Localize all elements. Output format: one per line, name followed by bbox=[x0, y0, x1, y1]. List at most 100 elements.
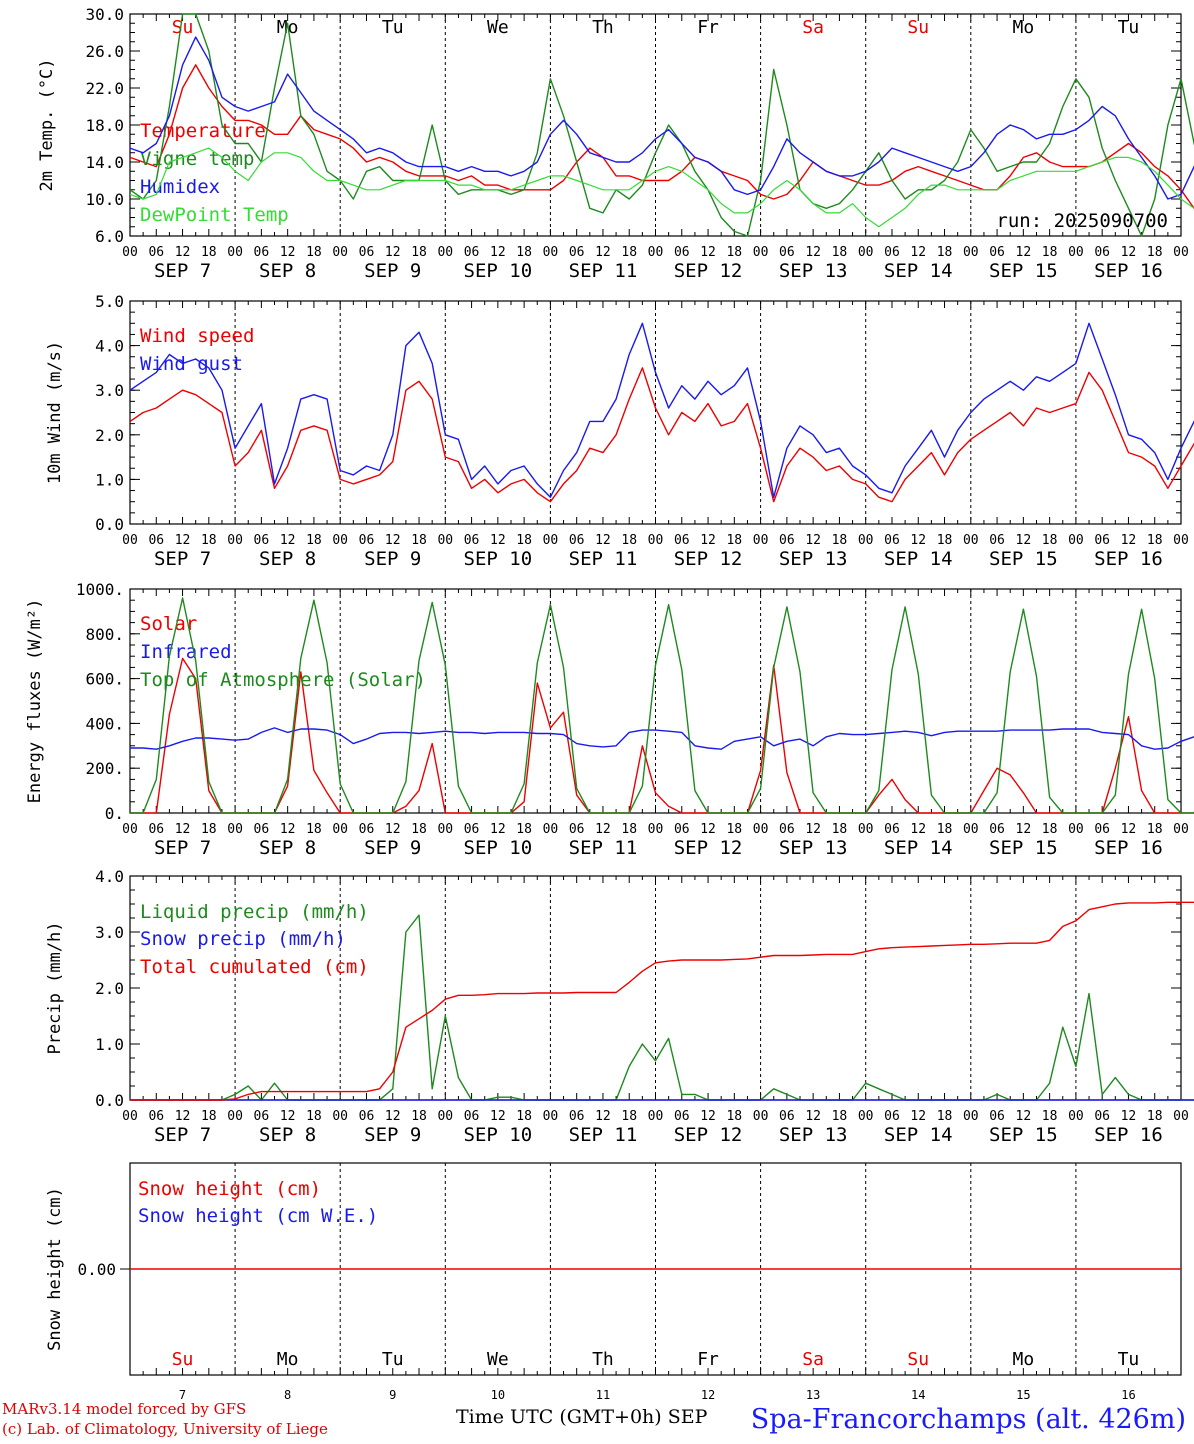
hour-tick-label: 00 bbox=[753, 1109, 769, 1124]
legend-entry: Top of Atmosphere (Solar) bbox=[140, 669, 426, 691]
y-tick-label: 6.0 bbox=[95, 227, 124, 246]
hour-tick-label: 18 bbox=[516, 245, 532, 260]
y-tick-label: 0.0 bbox=[95, 1091, 124, 1110]
y-tick-label: 1.0 bbox=[95, 470, 124, 489]
date-label: SEP 11 bbox=[569, 260, 638, 282]
date-label: SEP 13 bbox=[779, 837, 848, 859]
hour-tick-label: 06 bbox=[254, 822, 270, 837]
hour-tick-label: 12 bbox=[700, 1109, 716, 1124]
y-tick-label: 4.0 bbox=[95, 337, 124, 356]
hour-tick-label: 18 bbox=[516, 822, 532, 837]
hour-tick-label: 18 bbox=[516, 533, 532, 548]
hour-tick-label: 00 bbox=[858, 822, 874, 837]
hour-tick-label: 06 bbox=[359, 822, 375, 837]
weekday-label: Sa bbox=[802, 1349, 824, 1370]
date-label: SEP 16 bbox=[1094, 260, 1163, 282]
day-number-label: 14 bbox=[911, 1388, 925, 1402]
hour-tick-label: 06 bbox=[779, 822, 795, 837]
hour-tick-label: 18 bbox=[726, 822, 742, 837]
y-tick-label: 3.0 bbox=[95, 381, 124, 400]
hour-tick-label: 12 bbox=[385, 245, 401, 260]
hour-tick-label: 00 bbox=[543, 1109, 559, 1124]
legend-entry: Wind gust bbox=[140, 353, 243, 375]
weekday-label: Mo bbox=[277, 1349, 299, 1370]
hour-tick-label: 12 bbox=[1016, 822, 1032, 837]
day-number-label: 16 bbox=[1121, 1388, 1135, 1402]
hour-tick-label: 00 bbox=[648, 245, 664, 260]
date-label: SEP 13 bbox=[779, 260, 848, 282]
hour-tick-label: 00 bbox=[543, 245, 559, 260]
hour-tick-label: 12 bbox=[1016, 1109, 1032, 1124]
date-label: SEP 9 bbox=[364, 260, 421, 282]
weekday-label: Tu bbox=[1118, 17, 1140, 38]
hour-tick-label: 06 bbox=[884, 245, 900, 260]
hour-tick-label: 06 bbox=[1094, 822, 1110, 837]
hour-tick-label: 18 bbox=[306, 245, 322, 260]
station-label: Spa-Francorchamps (alt. 426m) bbox=[750, 1404, 1186, 1435]
weekday-label: Mo bbox=[1013, 1349, 1035, 1370]
date-label: SEP 7 bbox=[154, 548, 211, 570]
hour-tick-label: 12 bbox=[385, 822, 401, 837]
hour-tick-label: 18 bbox=[1042, 533, 1058, 548]
hour-tick-label: 12 bbox=[910, 245, 926, 260]
hour-tick-label: 18 bbox=[937, 245, 953, 260]
hour-tick-label: 18 bbox=[306, 533, 322, 548]
hour-tick-label: 06 bbox=[464, 822, 480, 837]
hour-tick-label: 18 bbox=[411, 245, 427, 260]
hour-tick-label: 00 bbox=[648, 1109, 664, 1124]
series-line-dewpoint-temp bbox=[129, 147, 1194, 228]
date-label: SEP 12 bbox=[674, 260, 743, 282]
hour-tick-label: 00 bbox=[1173, 245, 1189, 260]
y-tick-label: 1.0 bbox=[95, 1035, 124, 1054]
hour-tick-label: 12 bbox=[1016, 245, 1032, 260]
hour-tick-label: 00 bbox=[437, 245, 453, 260]
hour-tick-label: 06 bbox=[569, 245, 585, 260]
hour-tick-label: 06 bbox=[148, 822, 164, 837]
hour-tick-label: 00 bbox=[1173, 822, 1189, 837]
hour-tick-label: 06 bbox=[989, 1109, 1005, 1124]
hour-tick-label: 06 bbox=[779, 245, 795, 260]
series-line-humidex bbox=[129, 36, 1194, 200]
date-label: SEP 12 bbox=[674, 548, 743, 570]
credit-model: MARv3.14 model forced by GFS bbox=[2, 1400, 247, 1418]
hour-tick-label: 00 bbox=[963, 533, 979, 548]
hour-tick-label: 18 bbox=[1147, 822, 1163, 837]
y-axis-label: Precip (mm/h) bbox=[45, 921, 65, 1054]
hour-tick-label: 12 bbox=[805, 1109, 821, 1124]
hour-tick-label: 06 bbox=[1094, 245, 1110, 260]
date-label: SEP 7 bbox=[154, 837, 211, 859]
hour-tick-label: 06 bbox=[1094, 533, 1110, 548]
hour-tick-label: 00 bbox=[122, 533, 138, 548]
hour-tick-label: 12 bbox=[280, 533, 296, 548]
hour-tick-label: 18 bbox=[621, 1109, 637, 1124]
hour-tick-label: 06 bbox=[569, 533, 585, 548]
hour-tick-label: 06 bbox=[148, 245, 164, 260]
hour-tick-label: 18 bbox=[621, 533, 637, 548]
legend-entry: Temperature bbox=[140, 120, 266, 142]
date-label: SEP 13 bbox=[779, 548, 848, 570]
series-line-vigne-temp bbox=[129, 13, 1194, 237]
date-label: SEP 15 bbox=[989, 260, 1058, 282]
hour-tick-label: 00 bbox=[858, 533, 874, 548]
legend-entry: DewPoint Temp bbox=[140, 204, 289, 226]
date-label: SEP 16 bbox=[1094, 837, 1163, 859]
legend-entry: Humidex bbox=[140, 176, 220, 198]
hour-tick-label: 06 bbox=[989, 245, 1005, 260]
date-label: SEP 16 bbox=[1094, 1124, 1163, 1146]
hour-tick-label: 00 bbox=[227, 1109, 243, 1124]
hour-tick-label: 18 bbox=[201, 245, 217, 260]
hour-tick-label: 06 bbox=[359, 245, 375, 260]
hour-tick-label: 00 bbox=[858, 245, 874, 260]
hour-tick-label: 12 bbox=[1121, 533, 1137, 548]
hour-tick-label: 06 bbox=[359, 1109, 375, 1124]
date-label: SEP 16 bbox=[1094, 548, 1163, 570]
date-label: SEP 8 bbox=[259, 837, 316, 859]
hour-tick-label: 12 bbox=[910, 1109, 926, 1124]
hour-tick-label: 06 bbox=[359, 533, 375, 548]
hour-tick-label: 06 bbox=[989, 822, 1005, 837]
y-tick-label: 200. bbox=[85, 759, 124, 778]
hour-tick-label: 06 bbox=[1094, 1109, 1110, 1124]
date-label: SEP 10 bbox=[464, 837, 533, 859]
hour-tick-label: 12 bbox=[1121, 1109, 1137, 1124]
